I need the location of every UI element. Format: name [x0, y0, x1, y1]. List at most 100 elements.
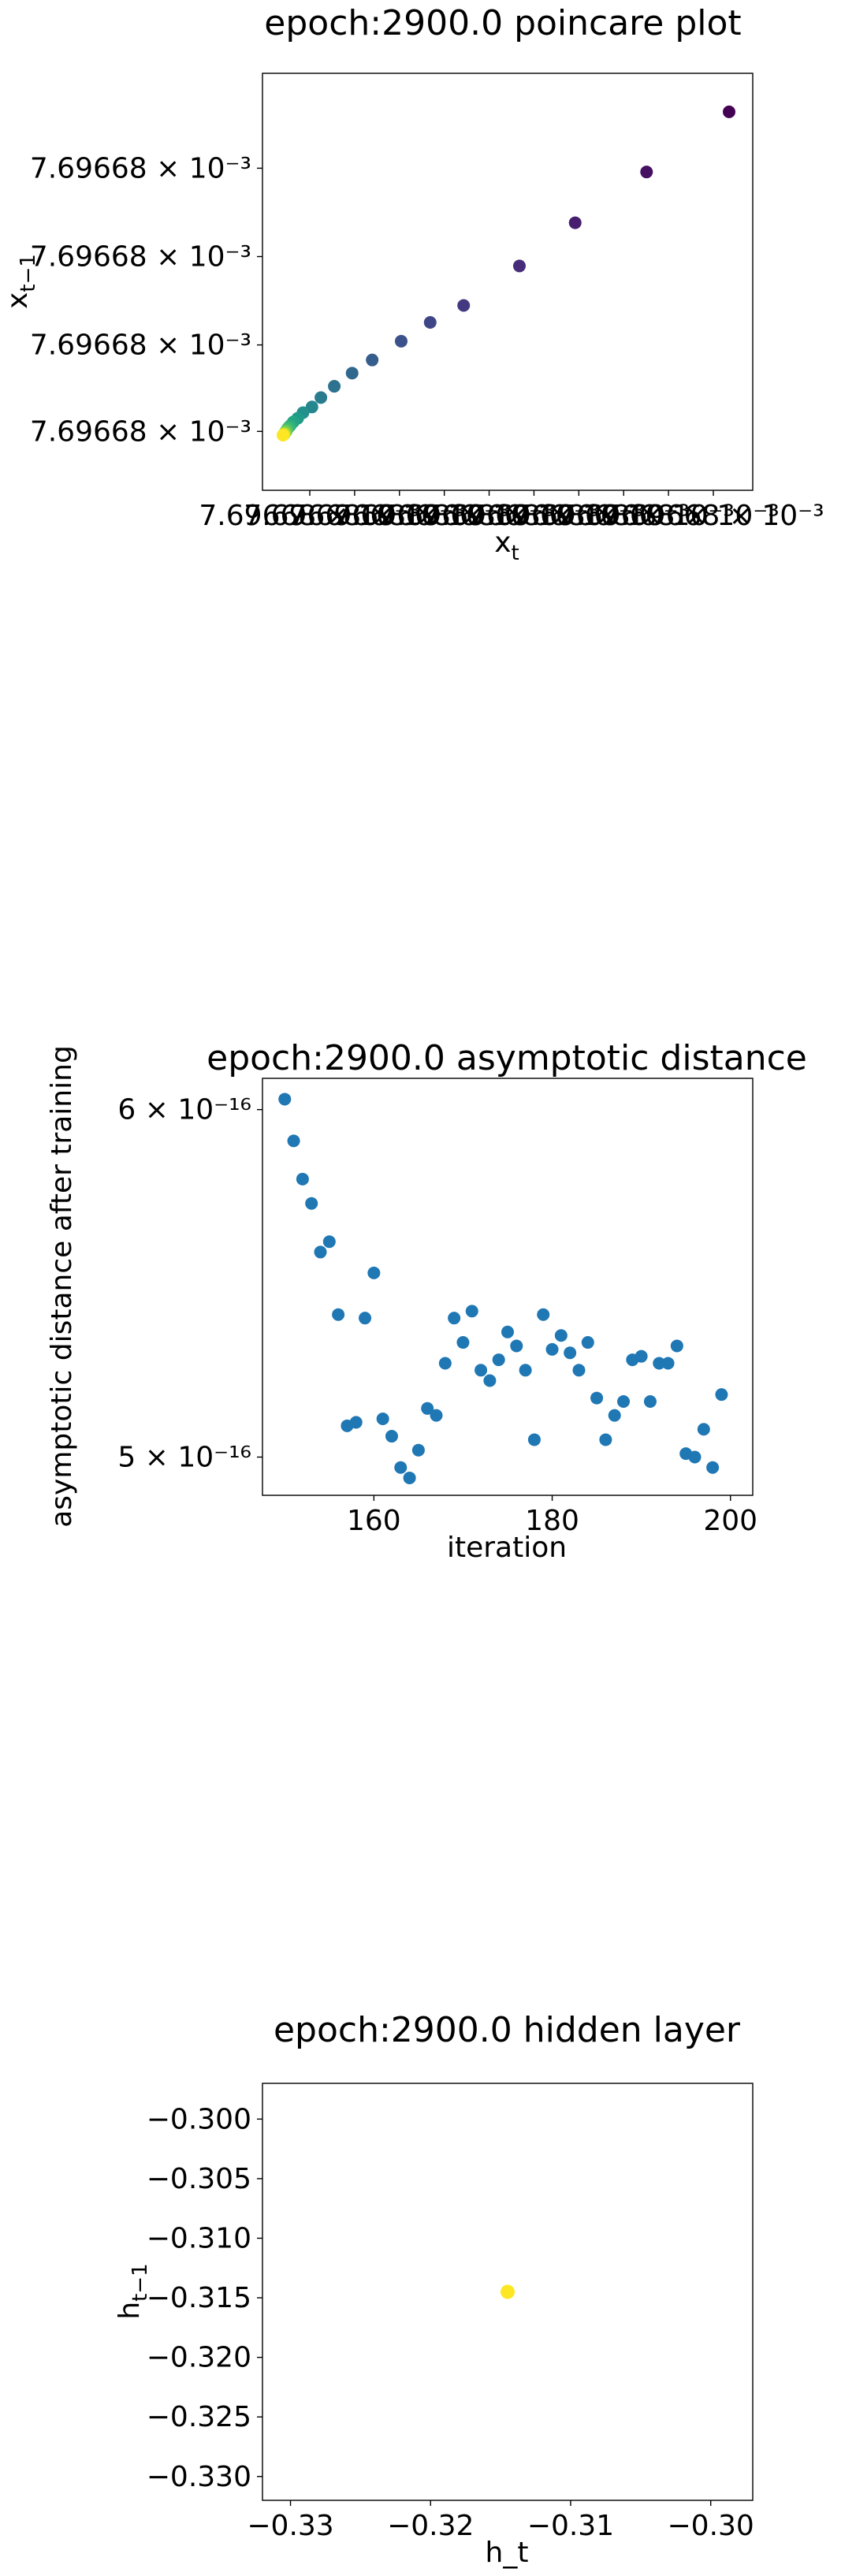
- asymptotic-x-tick-label: 160: [347, 1505, 401, 1537]
- poincare-x-tick-label: 7.69668 × 10⁻³: [558, 500, 780, 532]
- asymptotic-point: [367, 1266, 381, 1279]
- asymptotic-point: [715, 1388, 728, 1402]
- poincare-x-tick-label: 7.69668 × 10⁻³: [602, 500, 824, 532]
- asymptotic-points: [278, 1093, 728, 1484]
- poincare-x-tick-label: 7.69668 × 10⁻³: [244, 500, 465, 532]
- hidden-layer-points: [501, 2284, 515, 2299]
- poincare-y-label: xt−1: [2, 254, 40, 309]
- asymptotic-point: [465, 1305, 478, 1318]
- poincare-y-tick-label: 7.69668 × 10⁻³: [30, 329, 251, 362]
- asymptotic-point: [599, 1433, 612, 1446]
- asymptotic-point: [421, 1402, 434, 1415]
- asymptotic-point: [564, 1346, 577, 1360]
- poincare-point: [457, 299, 471, 312]
- poincare-x-tick-label: 7.69668 × 10⁻³: [378, 500, 600, 532]
- poincare-point: [314, 391, 328, 404]
- asymptotic-distance-plot: epoch:2900.0 asymptotic distance 5 × 10⁻…: [46, 1038, 807, 1564]
- asymptotic-point: [296, 1172, 309, 1186]
- asymptotic-point: [572, 1364, 586, 1377]
- asymptotic-y-tick-label: 6 × 10⁻¹⁶: [117, 1094, 251, 1126]
- poincare-plot: epoch:2900.0 poincare plot 7.69668 × 10⁻…: [2, 3, 824, 565]
- asymptotic-point: [359, 1312, 372, 1325]
- asymptotic-plot-frame: [262, 1078, 754, 1496]
- asymptotic-x-ticks: 160 180 200: [347, 1495, 757, 1537]
- hidden-layer-plot: epoch:2900.0 hidden layer −0.300−0.305−0…: [114, 2010, 754, 2569]
- hidden-layer-x-label: h_t: [486, 2537, 529, 2569]
- hidden-layer-y-tick-label: −0.325: [147, 2401, 251, 2433]
- asymptotic-point: [697, 1423, 710, 1436]
- asymptotic-point: [376, 1413, 389, 1426]
- hidden-layer-plot-frame: [262, 2083, 754, 2501]
- asymptotic-point: [314, 1245, 327, 1259]
- asymptotic-y-tick-label: 5 × 10⁻¹⁶: [117, 1442, 251, 1474]
- poincare-point: [394, 334, 408, 348]
- asymptotic-point: [394, 1461, 408, 1474]
- asymptotic-point: [475, 1364, 488, 1377]
- poincare-x-tick-label: 7.69668 × 10⁻³: [333, 500, 555, 532]
- hidden-layer-y-tick-label: −0.310: [147, 2222, 251, 2254]
- poincare-point: [345, 367, 359, 380]
- poincare-point: [277, 429, 289, 442]
- poincare-y-ticks: 7.69668 × 10⁻³ 7.69668 × 10⁻³ 7.69668 × 10…: [30, 152, 262, 448]
- asymptotic-point: [411, 1443, 425, 1457]
- poincare-title: epoch:2900.0 poincare plot: [264, 3, 741, 43]
- asymptotic-point: [278, 1093, 292, 1106]
- hidden-layer-title: epoch:2900.0 hidden layer: [274, 2010, 741, 2050]
- poincare-plot-frame: [262, 73, 754, 491]
- asymptotic-point: [322, 1235, 336, 1249]
- hidden-layer-x-tick-label: −0.33: [247, 2510, 333, 2542]
- poincare-x-tick-label: 7.69668 × 10⁻³: [199, 500, 420, 532]
- asymptotic-point: [688, 1450, 702, 1464]
- poincare-point: [328, 380, 341, 393]
- hidden-layer-x-tick-label: −0.32: [387, 2510, 474, 2542]
- poincare-point: [723, 105, 735, 118]
- asymptotic-point: [438, 1357, 452, 1370]
- asymptotic-point: [403, 1471, 416, 1484]
- asymptotic-point: [305, 1197, 318, 1210]
- poincare-x-tick-label: 7.69668 × 10⁻³: [513, 500, 735, 532]
- poincare-point: [423, 315, 437, 329]
- asymptotic-point: [706, 1461, 720, 1474]
- hidden-layer-y-tick-label: −0.330: [147, 2461, 251, 2493]
- asymptotic-point: [590, 1391, 604, 1405]
- asymptotic-point: [287, 1134, 300, 1148]
- asymptotic-y-ticks: 5 × 10⁻¹⁶ 6 × 10⁻¹⁶: [117, 1094, 262, 1474]
- asymptotic-point: [527, 1433, 541, 1446]
- asymptotic-point: [608, 1409, 621, 1422]
- hidden-layer-y-tick-label: −0.320: [147, 2342, 251, 2374]
- poincare-points: [277, 105, 735, 442]
- asymptotic-point: [519, 1364, 532, 1377]
- poincare-point: [512, 259, 526, 273]
- hidden-layer-y-tick-label: −0.315: [147, 2282, 251, 2314]
- hidden-layer-x-tick-label: −0.31: [527, 2510, 614, 2542]
- asymptotic-point: [332, 1308, 345, 1321]
- hidden-layer-point: [501, 2284, 515, 2299]
- asymptotic-x-label: iteration: [447, 1532, 567, 1564]
- asymptotic-point: [653, 1357, 666, 1370]
- poincare-point: [366, 353, 379, 367]
- asymptotic-point: [456, 1336, 470, 1349]
- hidden-layer-x-tick-label: −0.30: [668, 2510, 754, 2542]
- poincare-x-ticks: 7.69668 × 10⁻³7.69668 × 10⁻³7.69668 × 10…: [199, 490, 824, 532]
- asymptotic-point: [448, 1312, 461, 1325]
- asymptotic-point: [501, 1325, 514, 1338]
- asymptotic-point: [492, 1353, 505, 1367]
- asymptotic-point: [483, 1374, 497, 1387]
- asymptotic-point: [635, 1349, 648, 1363]
- hidden-layer-y-tick-label: −0.305: [147, 2163, 251, 2195]
- asymptotic-point: [537, 1308, 550, 1321]
- asymptotic-point: [510, 1339, 523, 1353]
- asymptotic-point: [617, 1394, 631, 1408]
- poincare-point: [640, 166, 653, 179]
- asymptotic-x-tick-label: 180: [525, 1505, 579, 1537]
- asymptotic-point: [545, 1342, 559, 1356]
- hidden-layer-y-tick-label: −0.300: [147, 2103, 251, 2135]
- poincare-x-label: xt: [494, 527, 519, 565]
- asymptotic-point: [643, 1394, 657, 1408]
- asymptotic-point: [554, 1329, 568, 1342]
- asymptotic-point: [581, 1336, 594, 1349]
- poincare-y-tick-label: 7.69668 × 10⁻³: [30, 152, 251, 184]
- asymptotic-point: [385, 1430, 398, 1443]
- hidden-layer-y-ticks: −0.300 −0.305 −0.310 −0.315 −0.320 −0.325 −0.3…: [147, 2103, 262, 2493]
